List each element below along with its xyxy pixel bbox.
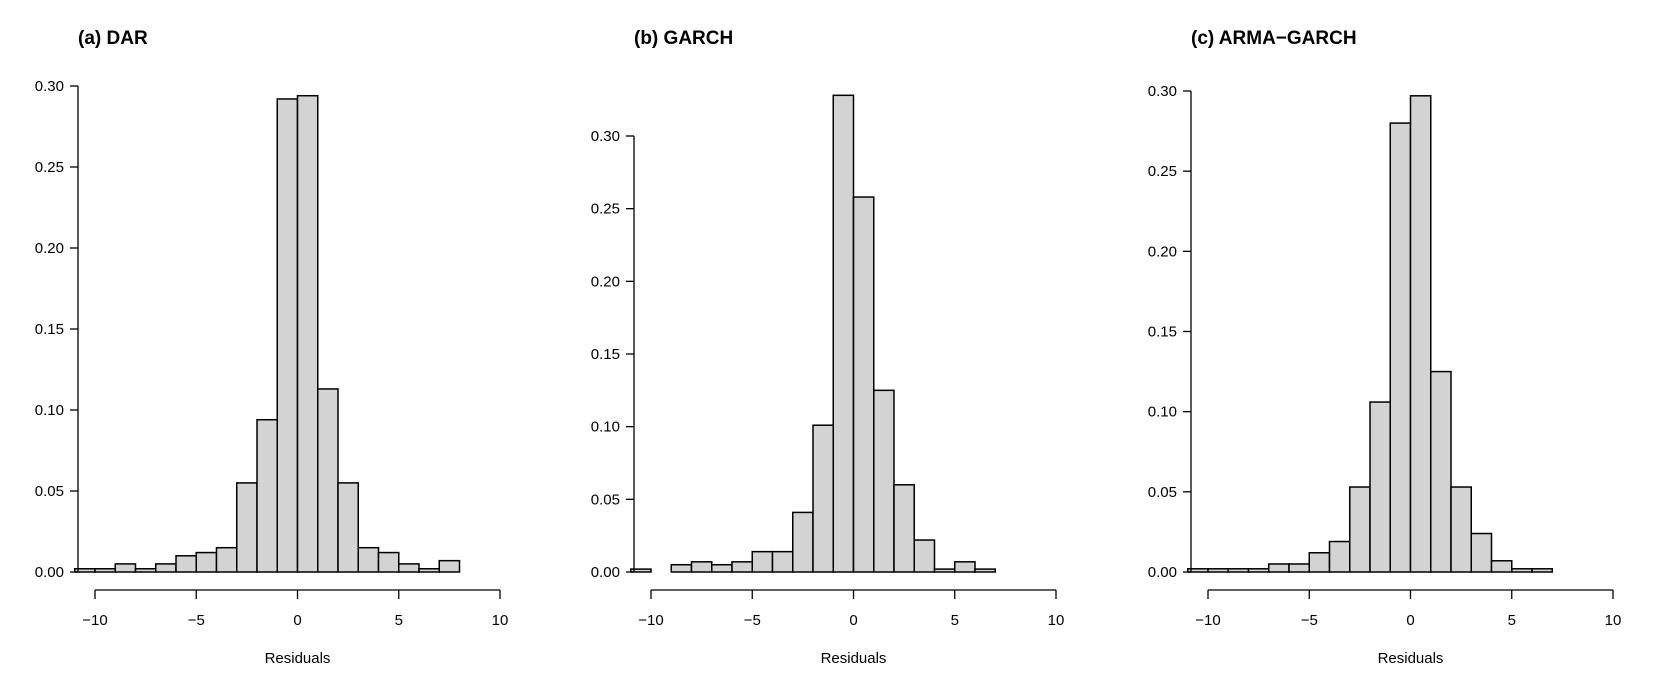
histogram-bar: [317, 388, 339, 573]
x-tick-label: 0: [1406, 612, 1414, 629]
y-tick-label: 0.10: [35, 402, 64, 419]
histogram-bar: [792, 511, 814, 573]
y-tick-label: 0.10: [591, 419, 620, 436]
y-tick-label: 0.15: [1148, 324, 1177, 341]
histogram-bar: [195, 551, 218, 573]
y-tick-label: 0.20: [591, 273, 620, 290]
y-tick-label: 0.25: [591, 201, 620, 218]
histogram-bar: [670, 563, 693, 573]
histogram-bar: [155, 563, 177, 573]
panel-1: (b) GARCH 0.00 0.05 0.10 0.15 0.20 0.25 0.30 −10…: [591, 28, 1065, 667]
histogram-bar: [276, 98, 299, 573]
x-tick-label: 5: [951, 612, 959, 629]
histogram-bar: [852, 196, 875, 573]
x-axis-title: Residuals: [1378, 650, 1444, 667]
x-tick-label: −10: [1195, 612, 1220, 629]
panel-title: (c) ARMA−GARCH: [1191, 28, 1357, 49]
y-tick-label: 0.00: [591, 564, 620, 581]
x-tick-label: −5: [1301, 612, 1318, 629]
histogram-bar: [114, 563, 137, 573]
histogram-bar: [94, 568, 116, 573]
histogram-bar: [1268, 563, 1290, 573]
y-tick-label: 0.05: [35, 483, 64, 500]
histogram-bar: [1247, 568, 1270, 573]
histogram-bar: [974, 568, 996, 573]
histogram-bar: [1227, 568, 1250, 573]
y-tick-label: 0.00: [35, 564, 64, 581]
y-tick-label: 0.10: [1148, 404, 1177, 421]
histogram-bar: [1511, 568, 1533, 573]
histogram-bar: [913, 539, 936, 573]
histogram-bar: [357, 546, 380, 573]
histogram-bar: [1531, 568, 1553, 573]
x-tick-label: 0: [849, 612, 857, 629]
histogram-bar: [832, 94, 855, 573]
histogram-bar: [236, 482, 258, 573]
histogram-bar: [1430, 370, 1452, 573]
histogram-bar: [711, 563, 733, 573]
y-tick-label: 0.25: [35, 159, 64, 176]
histogram-bar: [1288, 563, 1310, 573]
histogram-bar: [337, 482, 359, 573]
x-axis-title: Residuals: [265, 650, 331, 667]
y-tick-label: 0.15: [35, 321, 64, 338]
histogram-bar: [630, 568, 652, 573]
histogram-bar: [134, 568, 157, 573]
histogram-bar: [215, 546, 238, 573]
histogram-bar: [1409, 95, 1432, 573]
histogram-bar: [690, 561, 713, 573]
histogram-bar: [954, 561, 976, 573]
histogram-bar: [1207, 568, 1229, 573]
histogram-bar: [1328, 540, 1351, 573]
x-tick-label: 5: [1508, 612, 1516, 629]
x-axis-title: Residuals: [821, 650, 887, 667]
histogram-bar: [256, 418, 278, 573]
histogram-bar: [893, 484, 915, 573]
histogram-bar: [296, 94, 319, 573]
x-tick-label: −5: [188, 612, 205, 629]
y-tick-label: 0.20: [35, 240, 64, 257]
histogram-bar: [873, 389, 895, 573]
histogram-bar: [933, 568, 956, 573]
histogram-bar: [1490, 560, 1513, 573]
x-tick-label: 10: [1605, 612, 1622, 629]
y-tick-label: 0.05: [591, 491, 620, 508]
y-tick-label: 0.20: [1148, 243, 1177, 260]
histogram-bar: [398, 563, 420, 573]
x-tick-label: −10: [82, 612, 107, 629]
panel-0: (a) DAR 0.00 0.05 0.10 0.15 0.20 0.25 0.30 −10 −5…: [35, 28, 509, 667]
x-tick-label: 5: [395, 612, 403, 629]
y-tick-label: 0.30: [591, 128, 620, 145]
histogram-bar: [1308, 552, 1331, 573]
histogram-bar: [731, 561, 753, 573]
histogram-bar: [438, 559, 461, 573]
y-tick-label: 0.30: [35, 78, 64, 95]
histogram-bar: [418, 568, 440, 573]
y-tick-label: 0.15: [591, 346, 620, 363]
histogram-bar: [751, 550, 774, 573]
y-tick-label: 0.30: [1148, 83, 1177, 100]
panel-2: (c) ARMA−GARCH 0.00 0.05 0.10 0.15 0.20 0.25 0.…: [1148, 28, 1622, 667]
histogram-bar: [175, 555, 197, 573]
histogram-bar: [1389, 122, 1412, 573]
x-tick-label: −10: [638, 612, 663, 629]
x-tick-label: 10: [492, 612, 509, 629]
histogram-bar: [1369, 401, 1391, 573]
y-tick-label: 0.00: [1148, 564, 1177, 581]
histogram-bar: [812, 424, 834, 573]
histogram-bar: [1450, 486, 1472, 573]
x-tick-label: 10: [1048, 612, 1065, 629]
y-tick-label: 0.05: [1148, 484, 1177, 501]
histogram-bar: [1470, 532, 1493, 573]
y-tick-label: 0.25: [1148, 163, 1177, 180]
panel-title: (a) DAR: [78, 28, 148, 49]
histogram-bar: [1349, 486, 1371, 573]
x-tick-label: 0: [293, 612, 301, 629]
histogram-bar: [771, 550, 794, 573]
histogram-bar: [377, 551, 400, 573]
panel-title: (b) GARCH: [634, 28, 733, 49]
x-tick-label: −5: [744, 612, 761, 629]
